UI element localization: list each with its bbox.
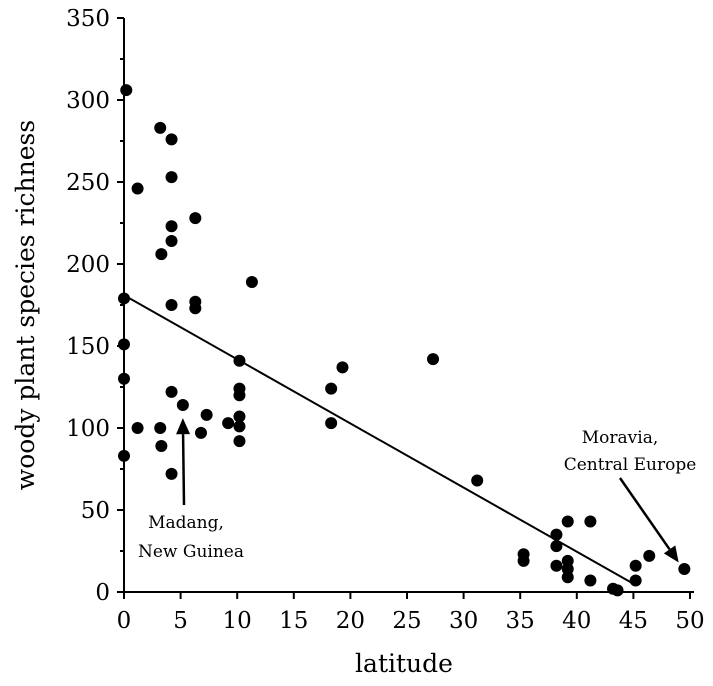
- data-point: [118, 338, 130, 351]
- data-point: [336, 361, 349, 374]
- annotation-moravia-line1: Moravia,: [582, 428, 658, 448]
- data-point: [165, 235, 178, 248]
- y-tick-label: 350: [66, 6, 110, 32]
- annotation-madang: Madang, New Guinea: [138, 418, 244, 562]
- data-point: [165, 133, 178, 146]
- data-point: [584, 515, 597, 528]
- data-point: [189, 212, 202, 225]
- data-point: [643, 549, 656, 562]
- data-point: [325, 382, 338, 395]
- data-point: [629, 574, 642, 587]
- data-point: [629, 559, 642, 572]
- data-point: [118, 292, 130, 305]
- x-tick-label: 25: [392, 608, 421, 634]
- x-axis-title: latitude: [355, 649, 453, 678]
- data-point: [517, 554, 530, 567]
- data-point: [222, 417, 235, 430]
- data-point: [131, 182, 144, 195]
- data-point: [165, 385, 178, 398]
- data-point: [154, 422, 167, 434]
- x-tick-label: 45: [619, 608, 648, 634]
- annotation-madang-line2: New Guinea: [138, 542, 244, 562]
- annotation-moravia-line2: Central Europe: [564, 455, 697, 475]
- data-point: [561, 515, 574, 528]
- x-tick-label: 40: [562, 608, 591, 634]
- y-tick-label: 150: [66, 334, 110, 360]
- x-tick-label: 0: [117, 608, 132, 634]
- data-point: [233, 420, 246, 433]
- data-point: [678, 563, 691, 576]
- data-point: [611, 584, 624, 597]
- data-point: [189, 302, 202, 315]
- data-point: [165, 220, 178, 233]
- x-tick-label: 35: [506, 608, 535, 634]
- y-tick-label: 100: [66, 416, 110, 442]
- annotation-madang-line1: Madang,: [148, 513, 224, 533]
- y-tick-label: 200: [66, 252, 110, 278]
- data-point: [561, 554, 574, 567]
- data-point: [550, 540, 563, 553]
- annotation-madang-arrow: [181, 434, 186, 506]
- trend-line: [123, 294, 634, 585]
- data-point: [155, 248, 168, 261]
- data-point: [131, 422, 144, 434]
- x-tick-label: 20: [336, 608, 365, 634]
- y-tick-label: 300: [66, 88, 110, 114]
- data-points: [118, 84, 691, 597]
- y-tick-label: 50: [81, 498, 110, 524]
- data-point: [245, 276, 258, 289]
- data-point: [165, 171, 178, 184]
- data-point: [471, 474, 484, 487]
- x-tick-label: 50: [675, 608, 704, 634]
- annotation-moravia-arrow: [618, 477, 671, 551]
- data-point: [194, 426, 207, 439]
- data-point: [550, 528, 563, 541]
- data-point: [118, 372, 130, 385]
- y-tick-label: 0: [95, 580, 110, 606]
- y-tick-label: 250: [66, 170, 110, 196]
- x-tick-label: 5: [173, 608, 188, 634]
- plot-area: 0 50 100 150 200 250 300 350 0 5 10 15 20 25 30 35 40 45 5…: [66, 6, 705, 634]
- data-point: [427, 353, 440, 366]
- x-tick-label: 15: [279, 608, 308, 634]
- x-tick-label: 10: [223, 608, 252, 634]
- data-point: [233, 354, 246, 367]
- data-point: [325, 417, 338, 430]
- data-point: [154, 121, 167, 134]
- data-point: [165, 467, 178, 480]
- data-point: [561, 563, 574, 576]
- annotation-moravia-arrowhead: [663, 545, 679, 563]
- data-point: [233, 435, 246, 448]
- x-tick-label: 30: [449, 608, 478, 634]
- data-point: [155, 440, 168, 453]
- data-point: [200, 408, 213, 421]
- y-axis-title: woody plant species richness: [11, 120, 40, 490]
- annotation-moravia: Moravia, Central Europe: [564, 428, 697, 563]
- data-point: [550, 559, 563, 572]
- data-point: [176, 399, 189, 412]
- annotations: Madang, New Guinea Moravia, Central Euro…: [138, 418, 697, 563]
- axis-ticks: 0 50 100 150 200 250 300 350 0 5 10 15 20 25 30 35 40 45 5…: [66, 6, 705, 634]
- data-point: [165, 299, 178, 311]
- data-point: [118, 449, 130, 462]
- data-point: [233, 389, 246, 402]
- annotation-madang-arrowhead: [176, 418, 191, 435]
- data-point: [561, 571, 574, 584]
- data-point: [233, 410, 246, 423]
- data-point: [120, 84, 133, 97]
- data-point: [584, 574, 597, 587]
